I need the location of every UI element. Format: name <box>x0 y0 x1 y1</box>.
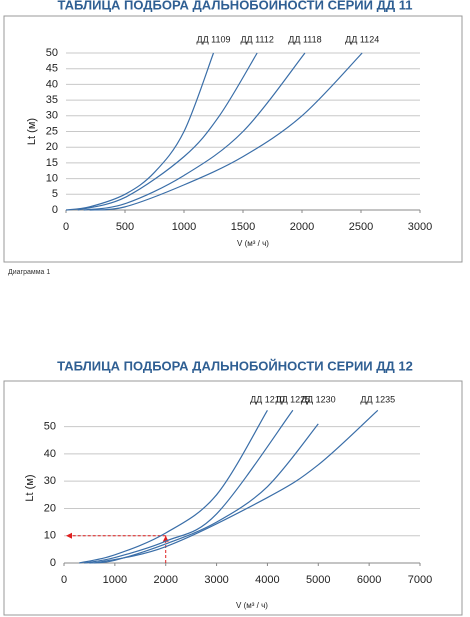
y-tick-label: 15 <box>46 157 58 169</box>
y-tick-label: 10 <box>46 173 58 185</box>
x-tick-label: 0 <box>61 574 67 586</box>
y-tick-label: 10 <box>44 530 56 542</box>
series-label: ДД 1124 <box>345 34 379 44</box>
series-line <box>79 409 268 564</box>
y-tick-label: 30 <box>44 475 56 487</box>
chart-frame <box>3 15 463 263</box>
x-tick-label: 1500 <box>231 221 255 233</box>
series-line <box>89 423 319 564</box>
series-line <box>83 52 306 211</box>
series-label: ДД 1230 <box>301 394 336 404</box>
y-tick-label: 30 <box>46 110 58 122</box>
chart-title: ТАБЛИЦА ПОДБОРА ДАЛЬНОБОЙНОСТИ СЕРИИ ДД … <box>58 0 413 12</box>
y-tick-label: 45 <box>46 63 58 75</box>
guide-arrow <box>66 532 72 539</box>
x-tick-label: 3000 <box>408 221 432 233</box>
x-tick-label: 7000 <box>408 574 432 586</box>
x-tick-label: 2000 <box>153 574 177 586</box>
x-tick-label: 2500 <box>349 221 373 233</box>
series-label: ДД 1118 <box>288 34 321 44</box>
x-axis-label: V (м³ / ч) <box>236 601 268 610</box>
series-line <box>77 52 258 211</box>
x-tick-label: 2000 <box>290 221 314 233</box>
x-tick-label: 3000 <box>204 574 228 586</box>
series-label: ДД 1112 <box>240 34 273 44</box>
y-tick-label: 50 <box>46 47 58 59</box>
y-tick-label: 40 <box>46 78 58 90</box>
x-tick-label: 500 <box>116 221 134 233</box>
y-tick-label: 5 <box>52 188 58 200</box>
y-tick-label: 50 <box>44 421 56 433</box>
series-label: ДД 1225 <box>275 394 310 404</box>
y-tick-label: 35 <box>46 94 58 106</box>
caption: Диаграмма 1 <box>8 269 50 276</box>
chart-frame <box>3 380 463 616</box>
x-tick-label: 0 <box>63 221 69 233</box>
chart-title: ТАБЛИЦА ПОДБОРА ДАЛЬНОБОЙНОСТИ СЕРИИ ДД … <box>57 358 413 373</box>
series-label: ДД 1109 <box>196 34 230 44</box>
y-tick-label: 20 <box>46 141 58 153</box>
series-label: ДД 1210 <box>250 394 285 404</box>
series-line <box>94 409 379 564</box>
x-tick-label: 1000 <box>172 221 196 233</box>
y-tick-label: 25 <box>46 125 58 137</box>
x-tick-label: 1000 <box>103 574 127 586</box>
y-tick-label: 40 <box>44 448 56 460</box>
x-tick-label: 5000 <box>306 574 330 586</box>
y-tick-label: 0 <box>52 204 58 216</box>
series-label: ДД 1235 <box>360 394 395 404</box>
x-axis-label: V (м³ / ч) <box>237 239 269 248</box>
series-line <box>65 52 215 211</box>
x-tick-label: 4000 <box>255 574 279 586</box>
y-axis-label: Lt (м) <box>26 118 38 145</box>
series-line <box>84 409 294 564</box>
x-tick-label: 6000 <box>357 574 381 586</box>
y-tick-label: 20 <box>44 502 56 514</box>
series-line <box>89 52 363 211</box>
y-axis-label: Lt (м) <box>24 474 36 501</box>
y-tick-label: 0 <box>50 557 56 569</box>
